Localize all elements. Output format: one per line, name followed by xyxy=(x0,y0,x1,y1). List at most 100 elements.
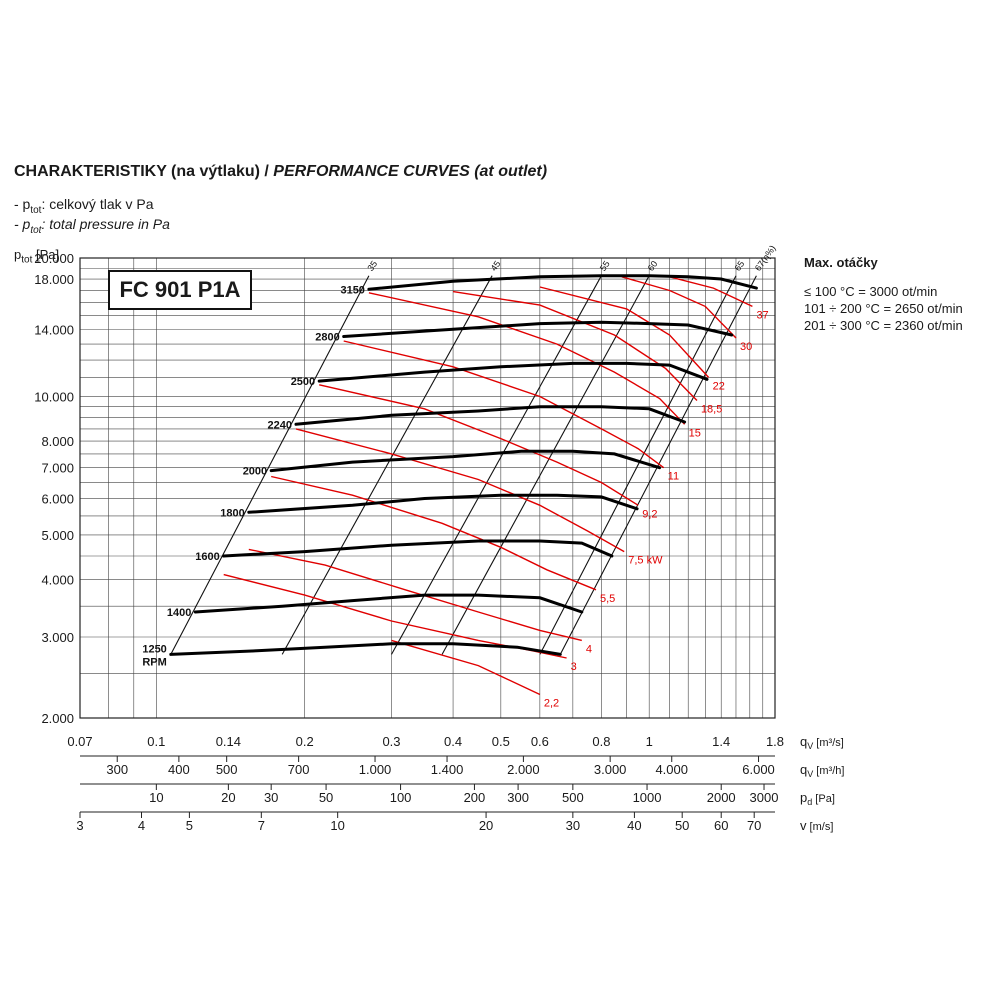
x-tick-label: 1.4 xyxy=(712,734,730,749)
legend-prefix: - p xyxy=(14,216,31,232)
x-tick-label: 4.000 xyxy=(655,762,688,777)
x-tick-label: 100 xyxy=(390,790,412,805)
power-label: 3 xyxy=(571,661,577,673)
power-curve xyxy=(271,475,597,591)
power-label: 37 xyxy=(756,309,768,321)
x-axis-label: qV [m³/h] xyxy=(800,762,844,779)
legend-line-english: - ptot: total pressure in Pa xyxy=(14,216,170,236)
grid xyxy=(79,257,776,719)
plot-frame xyxy=(79,257,776,719)
title-italic: PERFORMANCE CURVES (at outlet) xyxy=(273,163,548,180)
x-tick-label: 6.000 xyxy=(742,762,775,777)
speed-curve xyxy=(193,593,584,614)
speed-curve xyxy=(269,449,662,473)
legend-text: : celkový tlak v Pa xyxy=(41,196,154,212)
efficiency-label: 60 xyxy=(646,259,660,273)
y-tick-label: 18.000 xyxy=(34,272,74,287)
power-curve xyxy=(319,384,639,506)
x-tick-label: 700 xyxy=(288,762,310,777)
power-curve xyxy=(391,639,541,696)
x-tick-label: 0.07 xyxy=(67,734,92,749)
x-tick-label: 0.1 xyxy=(147,734,165,749)
rpm-unit-label: RPM xyxy=(142,656,166,668)
x-tick-label: 0.4 xyxy=(444,734,462,749)
x-tick-label: 400 xyxy=(168,762,190,777)
power-curve xyxy=(343,340,665,469)
rpm-label: 1800 xyxy=(220,507,244,519)
y-tick-label: 2.000 xyxy=(41,711,74,726)
y-tick-label: 3.000 xyxy=(41,630,74,645)
legend-text: : total pressure in Pa xyxy=(41,216,170,232)
power-curves xyxy=(223,276,753,696)
speed-curve xyxy=(367,274,758,291)
speed-curve xyxy=(294,405,687,426)
rpm-label: 2000 xyxy=(243,466,267,478)
x-tick-label: 2000 xyxy=(707,790,736,805)
max-speed-box: Max. otáčky ≤ 100 °C = 3000 ot/min 101 ÷… xyxy=(804,255,963,335)
x-axis-label: qV [m³/s] xyxy=(800,734,844,751)
x-tick-label: 500 xyxy=(562,790,584,805)
title-bold: CHARAKTERISTIKY (na výtlaku) / xyxy=(14,163,274,180)
x-tick-label: 1.400 xyxy=(431,762,464,777)
x-tick-label: 300 xyxy=(106,762,128,777)
power-curve xyxy=(539,286,710,378)
y-tick-label: 6.000 xyxy=(41,492,74,507)
x-tick-label: 2.000 xyxy=(507,762,540,777)
chart-title: CHARAKTERISTIKY (na výtlaku) / PERFORMAN… xyxy=(14,163,547,181)
model-label: FC 901 P1A xyxy=(108,270,252,310)
x-tick-label: 0.14 xyxy=(216,734,241,749)
max-speed-title: Max. otáčky xyxy=(804,255,878,270)
x-axis-2: 10 20 30 50 100 200 300 500 1000 2000 3000 pd [Pa] xyxy=(80,783,835,807)
x-tick-label: 1 xyxy=(646,734,653,749)
y-axis-label-unit: [Pa] xyxy=(32,247,60,262)
x-tick-label: 50 xyxy=(675,818,689,833)
x-tick-label: 30 xyxy=(264,790,278,805)
x-axis-0: 0.07 0.1 0.14 0.2 0.3 0.4 0.5 0.6 0.8 1 1.4 1.8 qV [… xyxy=(67,717,844,751)
x-axis-label: v [m/s] xyxy=(800,818,833,833)
power-curve xyxy=(295,428,625,553)
x-tick-label: 30 xyxy=(566,818,580,833)
x-tick-label: 500 xyxy=(216,762,238,777)
efficiency-line xyxy=(559,275,757,655)
power-curve xyxy=(621,276,737,339)
x-tick-label: 0.8 xyxy=(592,734,610,749)
x-tick-label: 40 xyxy=(627,818,641,833)
power-curve xyxy=(452,290,698,401)
power-label: 30 xyxy=(740,341,752,353)
rpm-label: 1600 xyxy=(195,551,219,563)
x-tick-label: 50 xyxy=(319,790,333,805)
efficiency-label: 65 xyxy=(732,259,746,273)
y-axis-label: ptot [Pa] xyxy=(14,247,59,266)
x-tick-label: 60 xyxy=(714,818,728,833)
speed-curve xyxy=(247,493,639,514)
x-tick-label: 200 xyxy=(464,790,486,805)
power-label: 5,5 xyxy=(600,593,615,605)
x-tick-label: 3000 xyxy=(750,790,779,805)
power-label: 4 xyxy=(586,643,592,655)
power-curve xyxy=(248,548,582,642)
efficiency-line xyxy=(170,275,370,655)
max-speed-line: 201 ÷ 300 °C = 2360 ot/min xyxy=(804,318,963,333)
rpm-label: 1250 xyxy=(142,643,166,655)
max-speed-line: ≤ 100 °C = 3000 ot/min xyxy=(804,284,938,299)
y-tick-label: 10.000 xyxy=(34,389,74,404)
efficiency-label: 35 xyxy=(365,259,379,273)
x-tick-label: 10 xyxy=(149,790,163,805)
y-tick-label: 8.000 xyxy=(41,434,74,449)
power-curve xyxy=(669,276,753,308)
power-label: 2,2 xyxy=(544,697,559,709)
power-label: 18,5 xyxy=(701,404,722,416)
x-tick-label: 7 xyxy=(258,818,265,833)
speed-curve xyxy=(317,361,709,383)
power-label: 7,5 kW xyxy=(628,555,663,567)
y-axis-label-sub: tot xyxy=(21,254,33,266)
legend-sub: tot xyxy=(30,224,42,236)
rpm-label: 1400 xyxy=(167,607,191,619)
rpm-label: 3150 xyxy=(340,284,364,296)
y-tick-label: 14.000 xyxy=(34,322,74,337)
rpm-label: 2800 xyxy=(315,332,339,344)
y-tick-label: 20.000 xyxy=(34,251,74,266)
legend-prefix: - p xyxy=(14,196,31,212)
x-tick-label: 1.000 xyxy=(359,762,392,777)
power-label: 11 xyxy=(668,471,679,483)
